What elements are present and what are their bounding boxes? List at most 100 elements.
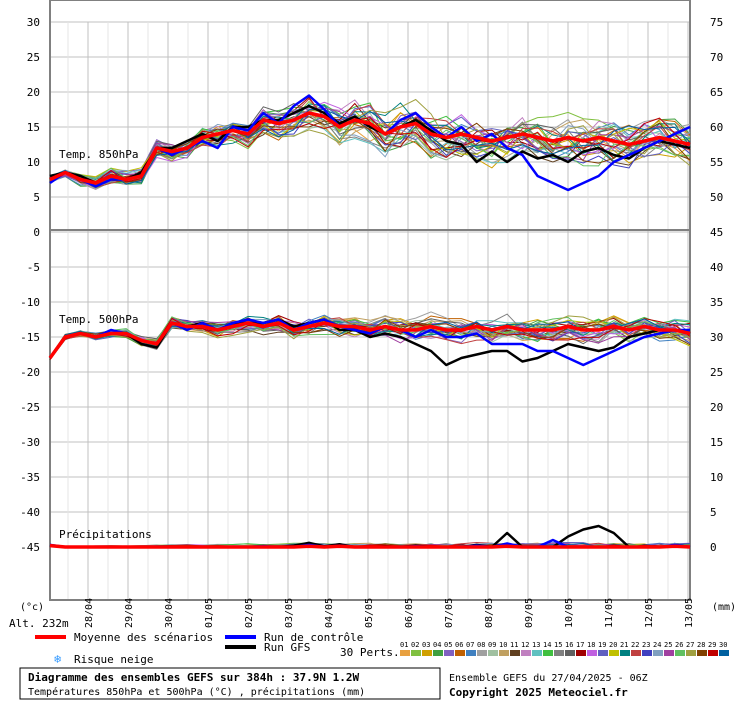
date-tick-label: 09/05 xyxy=(524,598,535,628)
right-tick-label: 50 xyxy=(710,191,723,204)
pert-swatch xyxy=(466,650,476,656)
perturbation-line-t850-30 xyxy=(49,109,691,185)
perturbation-legend: 01 02 03 04 05 06 07 08 09 10 11 12 13 14 15 16 17 18 19 20… xyxy=(400,641,729,656)
mean-line-t500 xyxy=(48,321,691,360)
date-tick-label: 28/04 xyxy=(84,598,95,628)
right-tick-label: 65 xyxy=(710,86,723,99)
pert-swatch xyxy=(686,650,696,656)
pert-swatch xyxy=(477,650,487,656)
pert-number: 29 xyxy=(708,641,716,649)
footer: Diagramme des ensembles GEFS sur 384h : … xyxy=(19,667,648,700)
grid xyxy=(49,0,691,601)
series-lines xyxy=(48,94,691,549)
pert-number: 02 xyxy=(411,641,419,649)
pert-number: 20 xyxy=(609,641,617,649)
pert-swatch xyxy=(444,650,454,656)
pert-swatch xyxy=(488,650,498,656)
legend-perts-label: 30 Perts. xyxy=(340,646,400,659)
pert-swatch xyxy=(499,650,509,656)
right-tick-label: 30 xyxy=(710,331,723,344)
date-tick-label: 10/05 xyxy=(564,598,575,628)
left-tick-label: -20 xyxy=(20,366,40,379)
footer-copyright: Copyright 2025 Meteociel.fr xyxy=(449,686,628,699)
date-tick-label: 11/05 xyxy=(604,598,615,628)
pert-swatch xyxy=(455,650,465,656)
pert-number: 24 xyxy=(653,641,661,649)
panel-border-0 xyxy=(49,0,691,231)
pert-number: 17 xyxy=(576,641,584,649)
legend-snow-label: Risque neige xyxy=(74,653,153,666)
footer-subtitle: Températures 850hPa et 500hPa (°C) , pré… xyxy=(28,686,365,698)
pert-number: 18 xyxy=(587,641,595,649)
altitude-label: Alt. 232m xyxy=(9,617,69,630)
date-tick-label: 29/04 xyxy=(124,598,135,628)
left-tick-label: 30 xyxy=(27,16,40,29)
pert-swatch xyxy=(400,650,410,656)
left-tick-label: -5 xyxy=(27,261,40,274)
panel-label-precip: Précipitations xyxy=(59,528,152,541)
pert-swatch xyxy=(543,650,553,656)
panel-border-1 xyxy=(49,229,691,601)
date-tick-label: 03/05 xyxy=(284,598,295,628)
legend-mean-label: Moyenne des scénarios xyxy=(74,631,213,644)
right-unit-label: (mm) xyxy=(712,602,736,613)
pert-swatch xyxy=(554,650,564,656)
pert-number: 15 xyxy=(554,641,562,649)
pert-number: 22 xyxy=(631,641,639,649)
perturbation-line-t850-27 xyxy=(49,98,691,184)
left-tick-label: -15 xyxy=(20,331,40,344)
pert-swatch xyxy=(642,650,652,656)
pert-number: 05 xyxy=(444,641,452,649)
left-tick-label: -30 xyxy=(20,436,40,449)
pert-number: 07 xyxy=(466,641,474,649)
left-tick-label: -40 xyxy=(20,506,40,519)
right-tick-label: 75 xyxy=(710,16,723,29)
mean-line-precip xyxy=(49,543,691,549)
date-tick-label: 30/04 xyxy=(164,598,175,628)
pert-number: 11 xyxy=(510,641,518,649)
right-tick-label: 10 xyxy=(710,471,723,484)
pert-number: 23 xyxy=(642,641,650,649)
perturbation-line-t850-24 xyxy=(49,107,691,180)
pert-number: 01 xyxy=(400,641,408,649)
right-tick-label: 25 xyxy=(710,366,723,379)
legend: Moyenne des scénarios Run de contrôle Ru… xyxy=(35,631,729,666)
pert-number: 03 xyxy=(422,641,430,649)
pert-number: 12 xyxy=(521,641,529,649)
pert-swatch xyxy=(510,650,520,656)
legend-gfs-label: Run GFS xyxy=(264,641,310,654)
pert-number: 19 xyxy=(598,641,606,649)
pert-swatch xyxy=(609,650,619,656)
legend-control-label: Run de contrôle xyxy=(264,631,363,644)
mean-line-t850 xyxy=(49,111,691,185)
right-tick-label: 60 xyxy=(710,121,723,134)
snowflake-icon: ❄ xyxy=(54,652,61,666)
left-tick-label: -45 xyxy=(20,541,40,554)
right-tick-label: 0 xyxy=(710,541,717,554)
pert-number: 13 xyxy=(532,641,540,649)
left-tick-label: -10 xyxy=(20,296,40,309)
perturbation-line-t850-25 xyxy=(49,107,691,183)
left-tick-label: 20 xyxy=(27,86,40,99)
date-tick-label: 01/05 xyxy=(204,598,215,628)
perturbation-line-t850-29 xyxy=(49,117,691,183)
panel-label-t500: Temp. 500hPa xyxy=(59,313,138,326)
gfs-line-t500 xyxy=(48,318,691,367)
pert-number: 14 xyxy=(543,641,551,649)
pert-swatch xyxy=(708,650,718,656)
pert-swatch xyxy=(664,650,674,656)
pert-number: 04 xyxy=(433,641,441,649)
pert-swatch xyxy=(565,650,575,656)
date-tick-label: 04/05 xyxy=(324,598,335,628)
pert-swatch xyxy=(532,650,542,656)
left-tick-label: 5 xyxy=(33,191,40,204)
date-tick-label: 06/05 xyxy=(404,598,415,628)
panel-label-t850: Temp. 850hPa xyxy=(59,148,138,161)
pert-number: 09 xyxy=(488,641,496,649)
pert-swatch xyxy=(719,650,729,656)
right-tick-label: 40 xyxy=(710,261,723,274)
pert-number: 26 xyxy=(675,641,683,649)
date-tick-label: 13/05 xyxy=(684,598,695,628)
